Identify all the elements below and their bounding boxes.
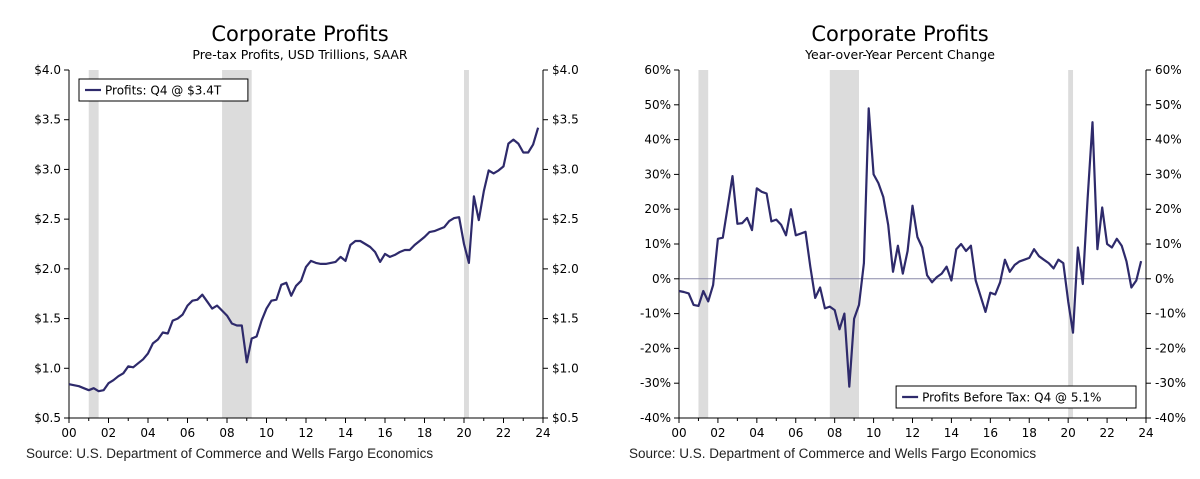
y-tick-label-left: $0.5 xyxy=(34,411,61,425)
y-tick-label-right: 40% xyxy=(1155,133,1182,147)
y-tick-label-right: $2.5 xyxy=(552,212,579,226)
y-tick-label-left: $2.5 xyxy=(34,212,61,226)
y-tick-label-right: 50% xyxy=(1155,98,1182,112)
series-line xyxy=(68,127,540,393)
y-tick-label-right: $4.0 xyxy=(552,63,579,77)
y-tick-label-right: 0% xyxy=(1155,272,1174,286)
chart-panel-yoy-change: Corporate Profits Year-over-Year Percent… xyxy=(600,0,1200,479)
x-tick-label: 14 xyxy=(338,426,353,440)
y-tick-label-left: $3.0 xyxy=(34,162,61,176)
legend-label: Profits Before Tax: Q4 @ 5.1% xyxy=(922,391,1101,405)
x-tick-label: 18 xyxy=(1022,426,1037,440)
y-tick-label-right: 30% xyxy=(1155,167,1182,181)
x-tick-label: 02 xyxy=(710,426,725,440)
x-tick-label: 04 xyxy=(749,426,764,440)
y-tick-label-right: -20% xyxy=(1155,341,1186,355)
x-tick-label: 16 xyxy=(377,426,392,440)
y-tick-label-left: $4.0 xyxy=(34,63,61,77)
x-tick-label: 16 xyxy=(983,426,998,440)
chart-panel-pretax-profits: Corporate Profits Pre-tax Profits, USD T… xyxy=(26,22,579,461)
x-tick-label: 22 xyxy=(1099,426,1114,440)
y-tick-label-left: -20% xyxy=(640,341,671,355)
y-tick-label-left: -40% xyxy=(640,411,671,425)
x-tick-label: 10 xyxy=(259,426,274,440)
recession-shade xyxy=(829,70,859,418)
recession-shade xyxy=(464,70,469,418)
x-tick-label: 18 xyxy=(417,426,432,440)
y-tick-label-right: $1.0 xyxy=(552,361,579,375)
y-tick-label-right: $1.5 xyxy=(552,312,579,326)
legend-box xyxy=(895,385,1137,409)
chart-title: Corporate Profits xyxy=(811,22,989,46)
x-tick-label: 22 xyxy=(496,426,511,440)
y-tick-label-left: 20% xyxy=(644,202,671,216)
y-tick-label-right: 10% xyxy=(1155,237,1182,251)
y-tick-label-left: $1.0 xyxy=(34,361,61,375)
x-tick-label: 12 xyxy=(905,426,920,440)
x-tick-label: 20 xyxy=(456,426,471,440)
chart-subtitle: Pre-tax Profits, USD Trillions, SAAR xyxy=(192,47,408,62)
source-note: Source: U.S. Department of Commerce and … xyxy=(26,446,434,461)
series-line xyxy=(678,107,1143,388)
y-tick-label-left: -10% xyxy=(640,307,671,321)
y-tick-label-right: $2.0 xyxy=(552,262,579,276)
y-tick-label-left: 10% xyxy=(644,237,671,251)
y-tick-label-right: $3.0 xyxy=(552,162,579,176)
x-tick-label: 12 xyxy=(298,426,313,440)
y-tick-label-right: $3.5 xyxy=(552,113,579,127)
x-tick-label: 04 xyxy=(140,426,155,440)
chart-subtitle: Year-over-Year Percent Change xyxy=(805,47,995,62)
x-tick-label: 10 xyxy=(866,426,881,440)
x-tick-label: 02 xyxy=(101,426,116,440)
y-tick-label-left: $3.5 xyxy=(34,113,61,127)
x-tick-label: 00 xyxy=(671,426,686,440)
chart-title: Corporate Profits xyxy=(211,22,389,46)
y-tick-label-left: -30% xyxy=(640,376,671,390)
y-tick-label-left: 60% xyxy=(644,63,671,77)
source-note: Source: U.S. Department of Commerce and … xyxy=(629,446,1037,461)
x-tick-label: 00 xyxy=(61,426,76,440)
y-tick-label-left: $2.0 xyxy=(34,262,61,276)
legend-box xyxy=(78,78,249,102)
chart-plot-area: $0.5 $0.5 $1.0 $1.0 $1.5 $1.5 $2.0 $2.0 $2.5 $2.5… xyxy=(34,63,579,440)
y-tick-label-left: 50% xyxy=(644,98,671,112)
recession-shade xyxy=(698,70,709,418)
recession-shade xyxy=(1068,70,1074,418)
chart-plot-area: -40% -40% -30% -30% -20% -20% -10% -10% 0% 0% 10% 1… xyxy=(640,63,1186,440)
recession-shade xyxy=(222,70,252,418)
y-tick-label-right: 20% xyxy=(1155,202,1182,216)
legend-label: Profits: Q4 @ $3.4T xyxy=(105,84,222,98)
x-tick-label: 24 xyxy=(1138,426,1153,440)
x-tick-label: 20 xyxy=(1061,426,1076,440)
y-tick-label-left: 30% xyxy=(644,167,671,181)
x-tick-label: 14 xyxy=(944,426,959,440)
y-tick-label-left: 0% xyxy=(652,272,671,286)
x-tick-label: 06 xyxy=(788,426,803,440)
recession-shade xyxy=(88,70,99,418)
y-tick-label-right: 60% xyxy=(1155,63,1182,77)
x-tick-label: 08 xyxy=(219,426,234,440)
y-tick-label-left: 40% xyxy=(644,133,671,147)
y-tick-label-right: -40% xyxy=(1155,411,1186,425)
y-tick-label-right: -10% xyxy=(1155,307,1186,321)
y-tick-label-right: $0.5 xyxy=(552,411,579,425)
y-tick-label-left: $1.5 xyxy=(34,312,61,326)
x-tick-label: 24 xyxy=(535,426,550,440)
y-tick-label-right: -30% xyxy=(1155,376,1186,390)
x-tick-label: 08 xyxy=(827,426,842,440)
x-tick-label: 06 xyxy=(180,426,195,440)
